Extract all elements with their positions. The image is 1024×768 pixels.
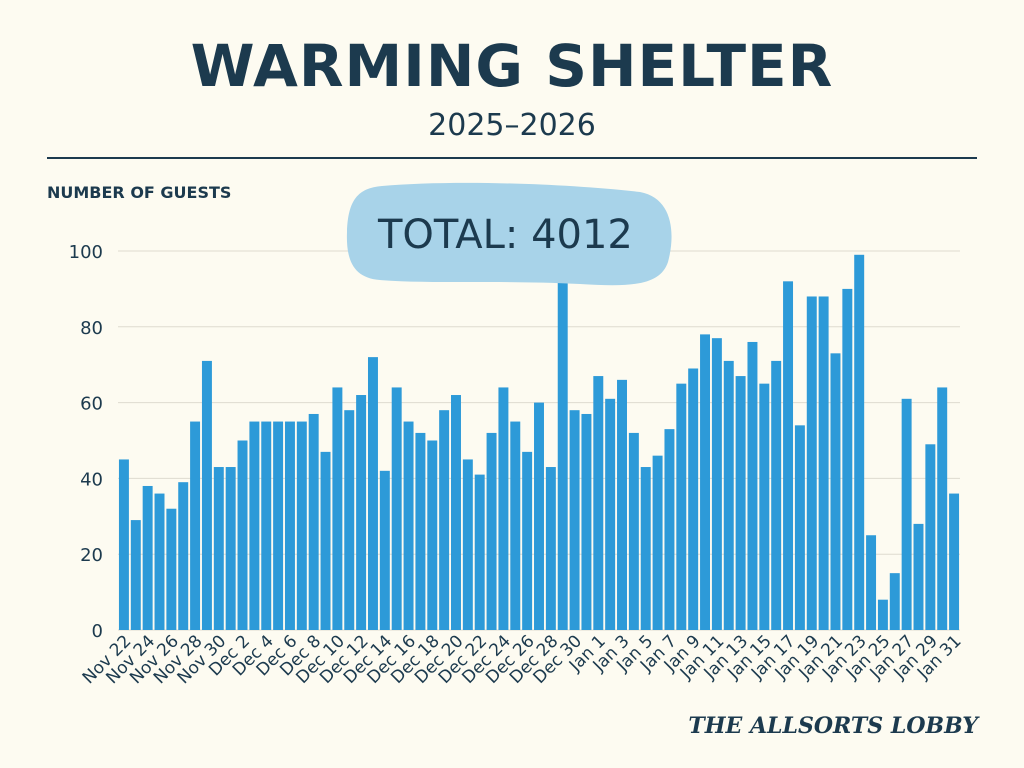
bar: [593, 376, 604, 630]
bar: [284, 421, 295, 630]
bar: [486, 432, 497, 630]
page-subtitle: 2025–2026: [428, 108, 596, 143]
bar: [391, 387, 402, 630]
bar: [877, 599, 888, 630]
bar: [474, 474, 485, 630]
bar: [427, 440, 438, 630]
bar: [711, 338, 722, 630]
bar: [806, 296, 817, 630]
bar: [213, 467, 224, 630]
y-axis-ticks: 0 20 40 60 80 100: [69, 242, 103, 642]
bar: [640, 467, 651, 630]
bar: [356, 395, 367, 630]
bar: [676, 383, 687, 630]
bar: [605, 398, 616, 630]
bar: [379, 470, 390, 630]
total-bubble-shape: [346, 182, 672, 286]
bar: [296, 421, 307, 630]
bar: [700, 334, 711, 630]
bar: [225, 467, 236, 630]
bar: [735, 376, 746, 630]
bar: [688, 368, 699, 630]
bar: [534, 402, 544, 630]
bar: [522, 451, 533, 630]
bar: [462, 459, 473, 630]
bar: [201, 360, 212, 630]
bar: [249, 421, 260, 630]
bar: [937, 387, 948, 630]
brand-logo-text: THE ALLSORTS LOBBY: [688, 713, 978, 739]
bar: [569, 410, 580, 630]
y-tick-label: 40: [80, 469, 103, 490]
title-divider: [47, 157, 977, 159]
bar: [178, 482, 189, 630]
bar-series: [118, 254, 960, 631]
bar: [308, 413, 319, 630]
total-annotation: TOTAL: 4012: [346, 182, 672, 286]
y-axis-label: NUMBER OF GUESTS: [47, 183, 231, 202]
bar: [166, 508, 177, 630]
bar: [664, 429, 675, 630]
bar: [367, 357, 378, 630]
bar: [842, 288, 853, 630]
y-tick-label: 20: [80, 545, 103, 566]
bar: [344, 410, 355, 630]
bar: [866, 535, 877, 630]
bar: [118, 459, 129, 630]
bar: [771, 360, 782, 630]
y-tick-label: 80: [80, 318, 103, 339]
bar: [747, 341, 758, 630]
bar: [320, 451, 331, 630]
bar: [332, 387, 343, 630]
bar: [723, 360, 734, 630]
bar: [510, 421, 521, 630]
bar: [794, 425, 805, 630]
bar: [913, 523, 924, 630]
bar: [759, 383, 770, 630]
bar: [818, 296, 829, 630]
bar: [581, 413, 592, 630]
bar: [154, 493, 165, 630]
bar: [545, 467, 556, 630]
bar: [949, 493, 960, 630]
bar: [130, 520, 141, 630]
bar: [628, 432, 639, 630]
y-tick-label: 100: [69, 242, 103, 263]
bar: [403, 421, 414, 630]
y-tick-label: 0: [92, 621, 103, 642]
bar: [830, 353, 841, 630]
bar: [261, 421, 272, 630]
bar: [925, 444, 936, 630]
bar: [439, 410, 450, 630]
page-title: WARMING SHELTER: [190, 32, 834, 100]
bar: [237, 440, 248, 630]
bar: [142, 485, 153, 630]
bar: [415, 432, 426, 630]
bar: [889, 573, 900, 630]
bar: [617, 379, 627, 630]
bar: [498, 387, 509, 630]
bar: [557, 273, 568, 630]
total-label: TOTAL: 4012: [377, 212, 633, 258]
y-tick-label: 60: [80, 394, 103, 415]
bar: [273, 421, 284, 630]
bar: [783, 281, 794, 630]
bar: [190, 421, 201, 630]
bar: [652, 455, 663, 630]
bar: [901, 398, 912, 630]
bar: [854, 254, 865, 631]
bar: [451, 395, 461, 630]
